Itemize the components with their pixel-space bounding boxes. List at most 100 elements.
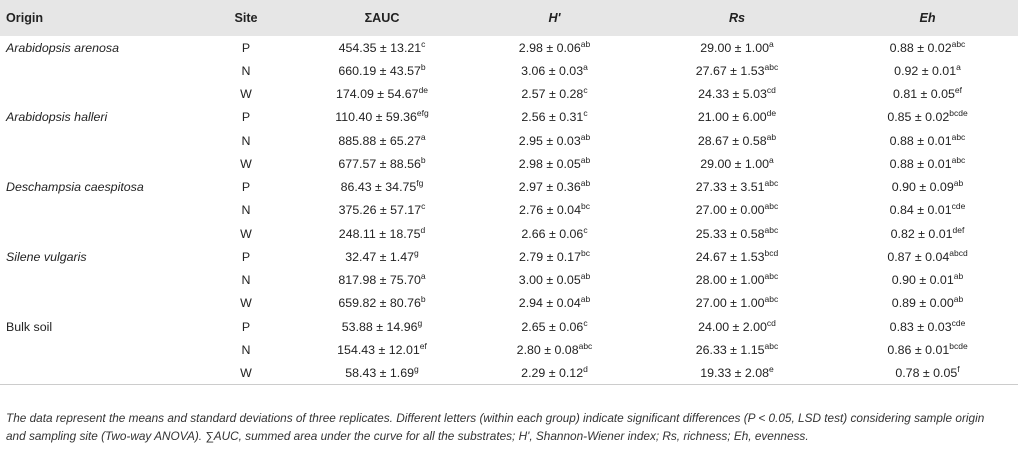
cell-richness: 29.00 ± 1.00a [637,152,837,175]
cell-shannon: 2.76 ± 0.04bc [472,199,637,222]
cell-site: W [240,296,252,311]
cell-auc: 174.09 ± 54.67de [292,83,472,106]
cell-auc: 659.82 ± 80.76b [292,292,472,315]
cell-richness: 21.00 ± 6.00de [637,106,837,129]
cell-richness-significance-letters: e [769,363,774,374]
cell-richness-value: 29.00 ± 1.00 [700,156,770,171]
cell-shannon-significance-letters: ab [580,38,591,49]
cell-site: P [241,40,251,55]
cell-shannon: 2.98 ± 0.05ab [472,152,637,175]
table-header-row: Origin Site ΣAUC H' Rs Eh [0,0,1018,36]
cell-richness-significance-letters: a [769,154,774,165]
cell-shannon: 2.94 ± 0.04ab [472,292,637,315]
cell-richness-significance-letters: abc [764,340,779,351]
cell-richness-value: 26.33 ± 1.15 [695,342,765,357]
cell-shannon: 2.66 ± 0.06c [472,222,637,245]
cell-evenness-significance-letters: bcde [949,340,968,351]
cell-evenness-value: 0.86 ± 0.01 [887,342,950,357]
cell-richness-significance-letters: cd [766,85,776,95]
cell-evenness-value: 0.83 ± 0.03 [889,319,952,334]
cell-evenness-significance-letters: ab [953,178,964,188]
cell-shannon-value: 2.65 ± 0.06 [521,319,584,334]
cell-evenness: 0.85 ± 0.02bcde [837,106,1018,129]
cell-auc-significance-letters: de [418,85,429,95]
cell-auc-value: 53.88 ± 14.96 [341,319,418,334]
cell-auc-significance-letters: d [420,224,426,235]
cell-richness-significance-letters: de [766,108,777,119]
cell-richness-significance-letters: abc [764,178,779,188]
cell-auc-value: 58.43 ± 1.69 [345,365,415,380]
cell-richness: 24.67 ± 1.53bcd [637,245,837,268]
cell-evenness-significance-letters: ef [954,85,962,95]
cell-auc-significance-letters: b [420,61,426,72]
cell-richness-value: 27.33 ± 3.51 [695,180,765,195]
cell-evenness-value: 0.78 ± 0.05 [895,365,958,380]
cell-richness: 27.33 ± 3.51abc [637,176,837,199]
cell-evenness: 0.84 ± 0.01cde [837,199,1018,222]
cell-evenness: 0.88 ± 0.01abc [837,129,1018,152]
cell-evenness-value: 0.82 ± 0.01 [890,226,953,241]
cell-shannon: 2.95 ± 0.03ab [472,129,637,152]
cell-site: W [240,365,252,380]
cell-evenness: 0.81 ± 0.05ef [837,83,1018,106]
cell-shannon-value: 2.95 ± 0.03 [518,133,581,148]
cell-evenness-value: 0.85 ± 0.02 [887,110,950,125]
cell-auc: 86.43 ± 34.75fg [292,176,472,199]
cell-evenness-value: 0.88 ± 0.02 [889,40,952,55]
cell-shannon-significance-letters: ab [580,271,591,281]
cell-shannon-value: 2.57 ± 0.28 [521,87,584,102]
cell-evenness-significance-letters: abc [951,154,966,165]
table-row: N 885.88 ± 65.27a 2.95 ± 0.03ab 28.67 ± 0.5… [0,129,1018,152]
table-row: Deschampsia caespitosa P 86.43 ± 34.75fg 2.… [0,176,1018,199]
cell-evenness: 0.92 ± 0.01a [837,59,1018,82]
cell-richness-value: 27.00 ± 1.00 [695,296,765,311]
cell-shannon-significance-letters: bc [580,201,590,212]
cell-auc-significance-letters: b [420,294,426,305]
cell-shannon-value: 2.56 ± 0.31 [521,110,584,125]
results-table: Origin Site ΣAUC H' Rs Eh Arabidopsis ar… [0,0,1018,385]
cell-evenness-significance-letters: f [957,363,960,374]
cell-origin [0,152,200,175]
cell-auc: 110.40 ± 59.36efg [292,106,472,129]
cell-origin [0,199,200,222]
cell-shannon: 3.00 ± 0.05ab [472,269,637,292]
cell-shannon-significance-letters: abc [578,340,593,351]
cell-site: W [240,226,252,241]
table-row: W 659.82 ± 80.76b 2.94 ± 0.04ab 27.00 ± 1.0… [0,292,1018,315]
header-site: Site [234,11,258,25]
cell-site: W [240,156,252,171]
cell-shannon-significance-letters: ab [580,294,591,305]
cell-auc-value: 454.35 ± 13.21 [338,40,422,55]
cell-richness-significance-letters: bcd [764,247,779,258]
cell-site: P [241,249,251,264]
cell-shannon-value: 3.00 ± 0.05 [518,273,581,288]
cell-shannon: 2.65 ± 0.06c [472,315,637,338]
cell-origin: Arabidopsis arenosa [6,40,119,55]
cell-shannon: 2.98 ± 0.06ab [472,36,637,59]
cell-evenness-value: 0.88 ± 0.01 [889,133,952,148]
cell-auc-value: 248.11 ± 18.75 [338,226,421,241]
cell-richness: 28.00 ± 1.00abc [637,269,837,292]
cell-auc: 32.47 ± 1.47g [292,245,472,268]
cell-richness-value: 27.67 ± 1.53 [695,63,765,78]
cell-richness-significance-letters: abc [764,294,779,305]
cell-origin [0,222,200,245]
cell-shannon-significance-letters: ab [580,131,591,142]
cell-shannon-significance-letters: a [583,61,588,72]
cell-shannon-value: 2.98 ± 0.06 [518,40,581,55]
cell-auc-significance-letters: g [414,247,419,258]
cell-evenness-value: 0.81 ± 0.05 [892,87,955,102]
cell-richness-value: 28.67 ± 0.58 [697,133,767,148]
cell-evenness-value: 0.84 ± 0.01 [889,203,952,218]
cell-richness-significance-letters: abc [764,201,779,212]
cell-auc-significance-letters: b [420,154,426,165]
cell-evenness-value: 0.89 ± 0.00 [891,296,954,311]
cell-auc: 677.57 ± 88.56b [292,152,472,175]
cell-auc-value: 110.40 ± 59.36 [335,110,417,125]
cell-origin: Arabidopsis halleri [6,110,108,125]
cell-shannon-significance-letters: c [583,85,588,95]
cell-auc: 885.88 ± 65.27a [292,129,472,152]
cell-evenness: 0.87 ± 0.04abcd [837,245,1018,268]
cell-auc-value: 32.47 ± 1.47 [345,249,415,264]
